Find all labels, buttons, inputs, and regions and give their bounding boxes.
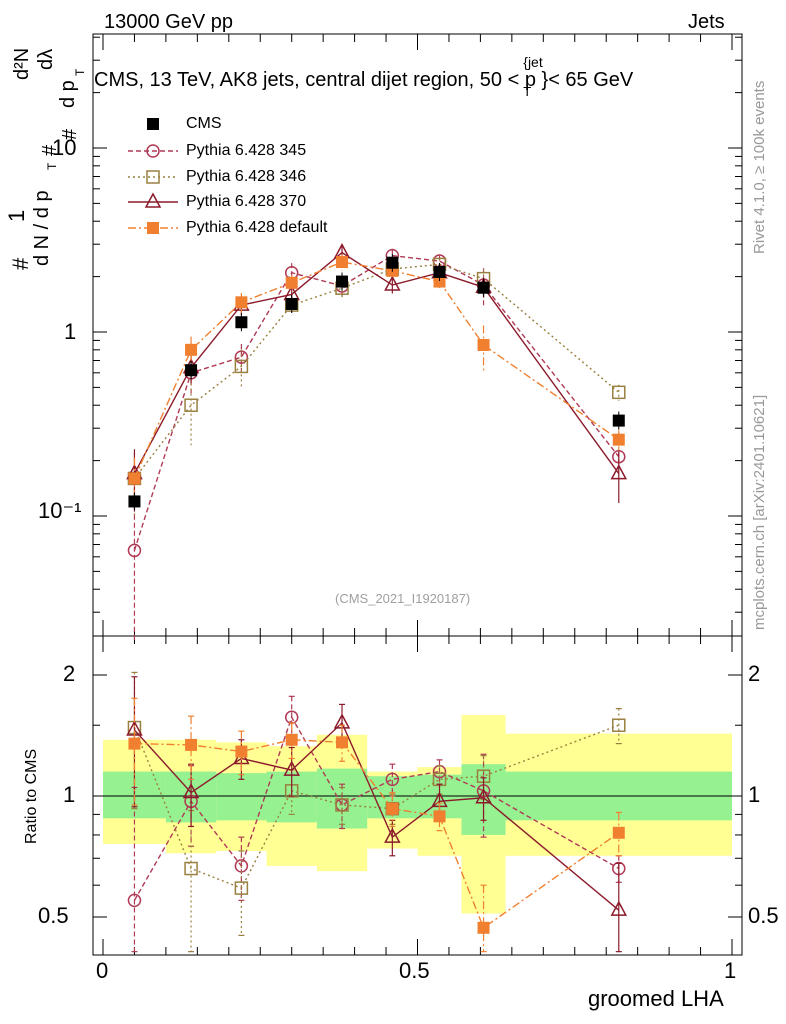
series-line-main bbox=[133, 261, 620, 479]
plot-title-var: p bbox=[524, 69, 536, 91]
ratio-plot-frame bbox=[92, 635, 743, 956]
legend-marker bbox=[144, 192, 162, 208]
series-line-main bbox=[133, 263, 620, 479]
legend-label: CMS bbox=[186, 115, 222, 132]
series-point-ratio bbox=[477, 921, 490, 934]
series-point-main bbox=[336, 256, 349, 269]
series-point-ratio bbox=[285, 733, 298, 746]
x-tick-label: 1 bbox=[724, 958, 737, 983]
main-plot-series bbox=[126, 243, 628, 641]
y-title-sub-t1: T bbox=[45, 162, 59, 170]
y-title-den: d N / d p bbox=[31, 190, 53, 266]
series-point-ratio bbox=[283, 760, 300, 776]
x-tick-label: 0 bbox=[96, 958, 109, 983]
header-left: 13000 GeV pp bbox=[104, 11, 233, 33]
y-title-frac2-num: d²N bbox=[11, 47, 33, 80]
legend-label: Pythia 6.428 370 bbox=[186, 193, 307, 210]
legend-label: Pythia 6.428 345 bbox=[186, 142, 307, 159]
y-title-hash-1: # bbox=[8, 257, 33, 270]
ratio-uncertainty-bands bbox=[103, 715, 732, 914]
series-point-main bbox=[384, 275, 401, 291]
series-point-main bbox=[234, 359, 249, 374]
main-plot-frame bbox=[92, 33, 743, 637]
ratio-y-tick-label: 1 bbox=[63, 782, 76, 807]
y-title-sub-t2: T bbox=[73, 68, 87, 76]
series-point-ratio bbox=[235, 745, 248, 758]
series-point-main bbox=[612, 433, 625, 446]
series-point-main bbox=[185, 343, 198, 356]
plot-title-sup: {jet bbox=[523, 54, 543, 70]
ratio-y-tick-label-right: 2 bbox=[748, 661, 761, 686]
series-point-main bbox=[127, 543, 142, 558]
cms-data-point bbox=[386, 256, 399, 269]
series-point-ratio bbox=[182, 782, 200, 799]
ratio-band-stat bbox=[216, 773, 267, 821]
series-point-ratio bbox=[184, 861, 198, 876]
y-title-frac2-den: d p bbox=[57, 80, 79, 108]
legend-marker bbox=[147, 222, 159, 234]
header-right: Jets bbox=[688, 11, 725, 33]
series-point-ratio bbox=[612, 826, 625, 839]
y-title-dlambda: dλ bbox=[35, 48, 57, 70]
series-point-main bbox=[184, 398, 198, 412]
series-point-ratio bbox=[433, 810, 446, 823]
x-axis-title: groomed LHA bbox=[588, 986, 724, 1011]
ratio-y-tick-label: 2 bbox=[63, 661, 76, 686]
series-point-ratio bbox=[128, 737, 141, 750]
series-line-main bbox=[133, 251, 620, 475]
cms-data-point bbox=[336, 275, 349, 288]
main-y-tick-label: 10⁻¹ bbox=[38, 498, 82, 523]
legend-marker bbox=[147, 118, 159, 130]
rivet-label: Rivet 4.1.0, ≥ 100k events bbox=[751, 80, 768, 254]
main-y-tick-label: 10 bbox=[52, 135, 77, 160]
plot-title-text: CMS, 13 TeV, AK8 jets, central dijet reg… bbox=[94, 69, 520, 91]
ratio-plot-series bbox=[126, 671, 628, 953]
series-point-ratio bbox=[385, 772, 400, 787]
cms-data-point bbox=[612, 414, 625, 427]
series-point-ratio bbox=[336, 736, 349, 749]
plot-title-tail: }< 65 GeV bbox=[541, 69, 634, 91]
cms-data-point bbox=[235, 316, 248, 329]
series-point-ratio bbox=[185, 738, 198, 751]
series-point-ratio bbox=[127, 893, 142, 908]
series-point-main bbox=[235, 296, 248, 309]
ratio-y-title: Ratio to CMS bbox=[23, 748, 40, 844]
legend-label: Pythia 6.428 346 bbox=[186, 168, 307, 185]
series-point-ratio bbox=[384, 827, 401, 843]
cms-data-point bbox=[433, 265, 446, 278]
series-point-main bbox=[612, 385, 626, 400]
series-line-main bbox=[133, 254, 620, 551]
plot-title-sub: T bbox=[523, 84, 532, 99]
y-title-num: 1 bbox=[4, 209, 29, 222]
series-point-ratio bbox=[610, 900, 628, 916]
mcplots-label: mcplots.cern.ch [arXiv:2401.10621] bbox=[751, 394, 768, 630]
series-point-main bbox=[477, 338, 490, 351]
cms-data-point bbox=[185, 364, 198, 377]
series-point-main bbox=[610, 464, 628, 480]
series-point-ratio bbox=[612, 718, 626, 732]
main-y-tick-label: 1 bbox=[64, 319, 77, 344]
ratio-y-tick-label: 0.5 bbox=[38, 903, 69, 928]
x-tick-label: 0.5 bbox=[399, 958, 430, 983]
cms-data-point bbox=[477, 281, 490, 294]
cms-data-point bbox=[285, 297, 298, 310]
cms-data-point bbox=[128, 495, 141, 508]
ratio-y-tick-label-right: 1 bbox=[748, 782, 761, 807]
series-point-main bbox=[128, 472, 141, 485]
series-point-ratio bbox=[335, 798, 349, 812]
series-point-main bbox=[433, 275, 446, 288]
legend-marker bbox=[146, 144, 160, 158]
series-point-main bbox=[285, 276, 298, 289]
ratio-y-tick-label-right: 0.5 bbox=[748, 903, 779, 928]
series-point-ratio bbox=[234, 881, 249, 895]
series-point-ratio bbox=[475, 788, 492, 804]
plot-title: CMS, 13 TeV, AK8 jets, central dijet reg… bbox=[94, 55, 634, 98]
legend-marker bbox=[146, 170, 160, 184]
series-point-ratio bbox=[386, 802, 399, 815]
analysis-tag: (CMS_2021_I1920187) bbox=[335, 591, 471, 606]
legend-label: Pythia 6.428 default bbox=[186, 219, 328, 236]
legend bbox=[128, 118, 178, 234]
